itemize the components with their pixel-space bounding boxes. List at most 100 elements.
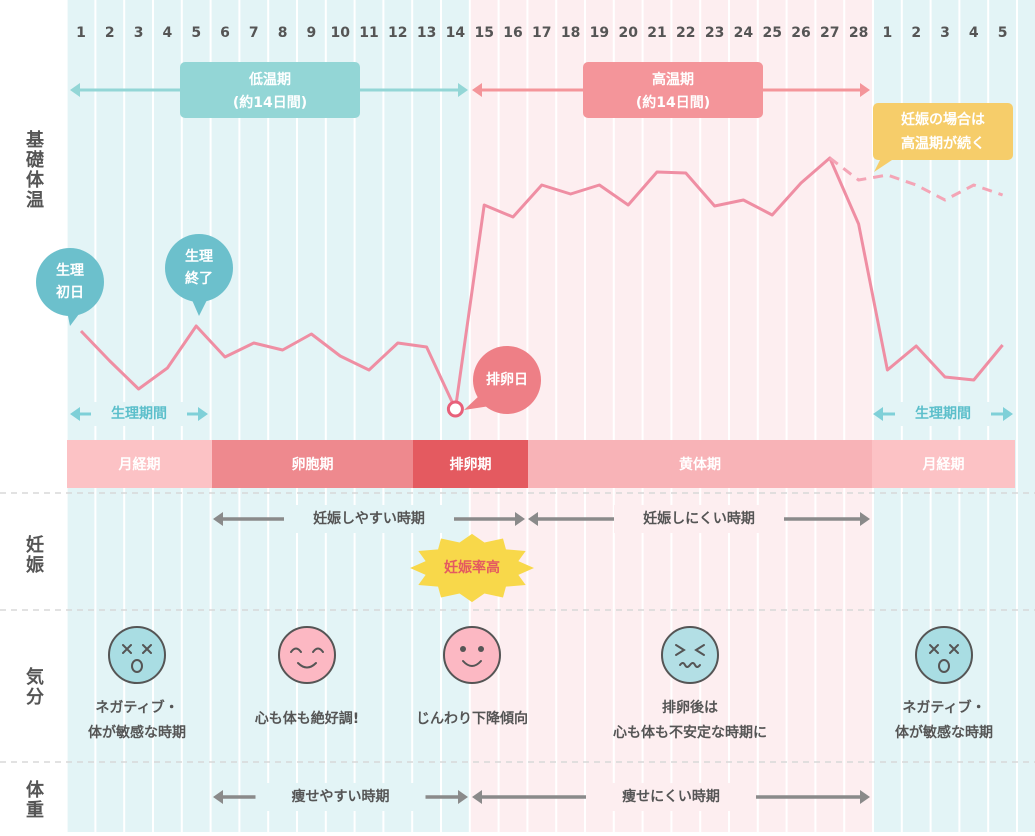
day-label: 9: [307, 25, 317, 41]
face-mouth: [131, 659, 143, 673]
last-day-callout-tail: [192, 300, 207, 316]
day-label: 24: [734, 25, 754, 41]
span-label: 妊娠しにくい時期: [643, 510, 755, 527]
span-label: 妊娠しやすい時期: [313, 510, 425, 527]
first-day-callout-text: 初日: [56, 284, 84, 301]
first-day-callout-tail: [66, 306, 82, 326]
period-label: 高温期: [652, 71, 694, 88]
day-label: 11: [359, 25, 378, 41]
period-label: 低温期: [248, 71, 291, 88]
burst: [410, 533, 534, 603]
face-eye: [460, 646, 466, 652]
phase-label: 排卵期: [450, 456, 492, 473]
phase-label: 月経期: [118, 456, 161, 473]
phase-bar: [872, 440, 1015, 488]
phase-bar: [212, 440, 413, 488]
day-label: 2: [105, 25, 115, 41]
last-day-callout: [165, 234, 233, 302]
period-note: (約14日間): [636, 94, 710, 111]
period-note: (約14日間): [233, 94, 307, 111]
day-label: 4: [969, 25, 979, 41]
period-box: [180, 62, 360, 118]
day-label: 26: [791, 25, 810, 41]
row-label: 体重: [23, 779, 44, 820]
face: [443, 626, 501, 684]
temperature-line: [828, 156, 1004, 202]
day-label: 23: [705, 25, 724, 41]
ovulation-callout: [473, 346, 541, 414]
day-label: 10: [330, 25, 350, 41]
day-label: 15: [474, 25, 493, 41]
span-label: 痩せやすい時期: [292, 788, 390, 805]
face: [915, 626, 973, 684]
row-label: 妊娠: [23, 534, 44, 575]
day-label: 5: [191, 25, 201, 41]
day-label: 18: [561, 25, 580, 41]
ovulation-callout-text: 排卵日: [486, 371, 528, 388]
face-feature: [675, 644, 705, 668]
face: [661, 626, 719, 684]
face-feature: [290, 647, 324, 669]
first-day-callout-text: 生理: [56, 262, 84, 279]
note-tail: [874, 160, 892, 172]
day-label: 6: [220, 25, 230, 41]
label-bg: [614, 505, 784, 533]
day-label: 13: [417, 25, 436, 41]
ovulation-callout-tail: [464, 395, 490, 410]
burst-text: 妊娠率高: [444, 559, 500, 576]
day-label: 2: [911, 25, 921, 41]
day-label: 1: [76, 25, 86, 41]
day-label: 3: [940, 25, 950, 41]
label-bg: [284, 505, 454, 533]
face-feature: [122, 644, 152, 654]
mood-caption: ネガティブ・: [902, 699, 985, 716]
face-mouth: [938, 659, 950, 673]
phase-bar: [413, 440, 528, 488]
row-label: 気分: [23, 666, 44, 707]
face: [108, 626, 166, 684]
day-label: 5: [998, 25, 1008, 41]
menstruation-label: 生理期間: [915, 405, 971, 422]
day-label: 1: [883, 25, 893, 41]
last-day-callout-text: 生理: [185, 248, 213, 265]
mood-caption: 排卵後は: [662, 699, 718, 716]
day-label: 3: [134, 25, 144, 41]
label-bg: [586, 783, 756, 811]
day-label: 12: [388, 25, 407, 41]
day-label: 7: [249, 25, 259, 41]
day-label: 17: [532, 25, 551, 41]
day-label: 19: [590, 25, 609, 41]
phase-label: 卵胞期: [292, 456, 334, 473]
phase-label: 黄体期: [679, 456, 721, 473]
last-day-callout-text: 終了: [185, 270, 213, 287]
day-label: 22: [676, 25, 695, 41]
mood-caption: 心も体も不安定な時期に: [613, 724, 767, 741]
phase-label: 月経期: [922, 456, 965, 473]
menstruation-label: 生理期間: [111, 405, 167, 422]
mood-caption: じんわり下降傾向: [416, 710, 528, 727]
mood-caption: 心も体も絶好調!: [255, 710, 359, 727]
note-text: 高温期が続く: [901, 135, 985, 152]
mood-caption: ネガティブ・: [95, 699, 178, 716]
row-label: 基礎体温: [23, 129, 45, 210]
day-label: 25: [762, 25, 781, 41]
label-bg: [895, 402, 991, 426]
mood-caption: 体が敏感な時期: [895, 724, 993, 741]
phase-bar: [67, 440, 212, 488]
note-box: [873, 103, 1013, 160]
day-label: 28: [849, 25, 868, 41]
day-label: 27: [820, 25, 839, 41]
day-label: 21: [647, 25, 666, 41]
day-label: 14: [446, 25, 466, 41]
note-text: 妊娠の場合は: [901, 111, 985, 128]
mood-caption: 体が敏感な時期: [88, 724, 186, 741]
day-label: 20: [618, 25, 638, 41]
period-box: [583, 62, 763, 118]
day-label: 16: [503, 25, 522, 41]
day-label: 8: [278, 25, 288, 41]
face-feature: [462, 660, 482, 667]
face-feature: [929, 644, 959, 654]
temperature-line: [79, 156, 1004, 411]
face: [278, 626, 336, 684]
